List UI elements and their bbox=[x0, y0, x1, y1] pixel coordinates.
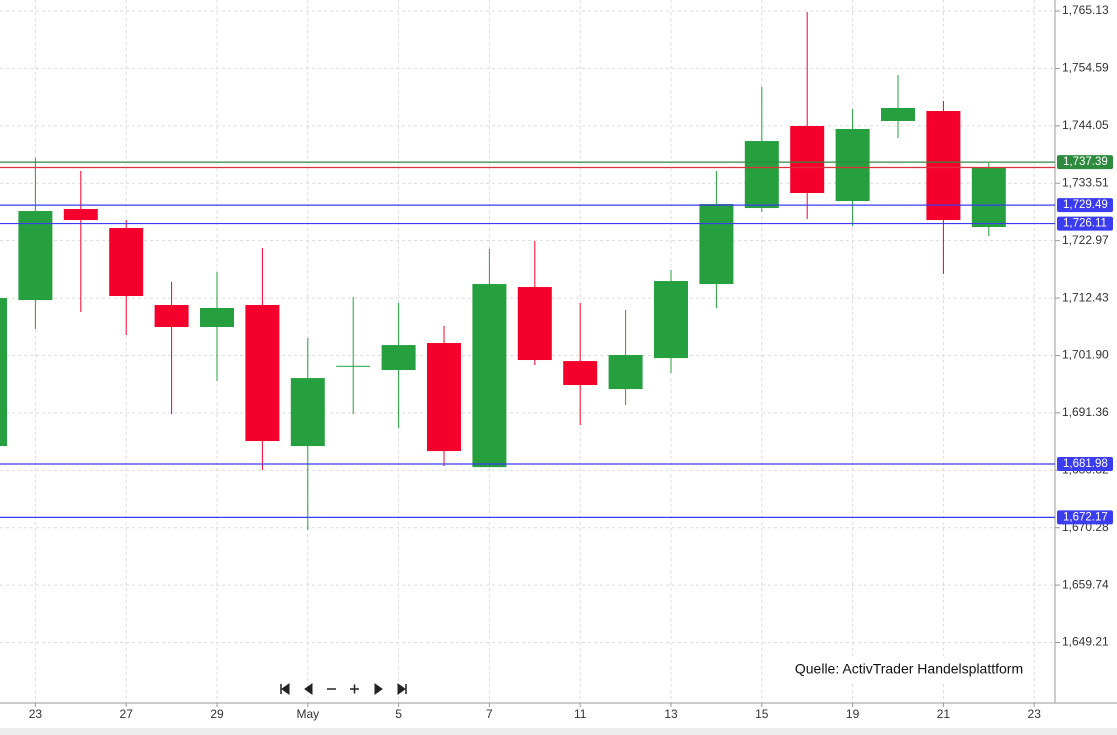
candle-body bbox=[517, 287, 552, 361]
x-tick-label: 29 bbox=[210, 707, 224, 721]
level-label: 1,672.17 bbox=[1063, 511, 1108, 523]
y-tick-label: 1,754.59 bbox=[1062, 61, 1109, 75]
level-label-box bbox=[1057, 510, 1113, 525]
y-tick-label: 1,722.97 bbox=[1062, 233, 1109, 247]
x-tick-label: 19 bbox=[846, 707, 860, 721]
candle-body bbox=[971, 168, 1006, 227]
candle-body bbox=[109, 228, 144, 297]
nav-first[interactable] bbox=[280, 683, 290, 695]
candle-body bbox=[154, 305, 189, 328]
level-label-box bbox=[1057, 216, 1113, 231]
y-tick-label: 1,733.51 bbox=[1062, 175, 1109, 189]
candle-body bbox=[790, 126, 825, 194]
candle-body bbox=[381, 345, 416, 371]
candle-body bbox=[926, 111, 961, 221]
nav-prev[interactable] bbox=[304, 683, 313, 695]
candle-body bbox=[427, 343, 461, 452]
levels: 1,737.39 1,729.49 1,726.11 1,681.98 1,672.17 bbox=[0, 155, 1113, 525]
candle bbox=[0, 298, 7, 447]
nav-last[interactable] bbox=[397, 683, 407, 695]
candle-body bbox=[245, 305, 280, 442]
candle-body bbox=[0, 298, 7, 447]
candle-body bbox=[18, 211, 53, 301]
level-label-box bbox=[1057, 198, 1113, 213]
candle bbox=[63, 170, 98, 313]
x-tick-label: 23 bbox=[29, 707, 43, 721]
candle-body bbox=[699, 204, 734, 285]
candle-body bbox=[472, 284, 507, 468]
y-tick-label: 1,765.13 bbox=[1062, 3, 1109, 17]
y-tick-label: 1,691.36 bbox=[1062, 405, 1109, 419]
plot-area bbox=[0, 11, 1006, 531]
candle bbox=[472, 249, 507, 468]
x-tick-label: 15 bbox=[755, 707, 769, 721]
level-label: 1,726.11 bbox=[1063, 218, 1107, 230]
candle bbox=[18, 158, 53, 330]
level-label: 1,737.39 bbox=[1063, 156, 1108, 168]
candle bbox=[381, 302, 416, 429]
y-tick-label: 1,659.74 bbox=[1062, 577, 1109, 591]
y-tick-label: 1,649.21 bbox=[1062, 635, 1109, 649]
candle bbox=[926, 100, 961, 275]
x-tick-label: 7 bbox=[486, 707, 493, 721]
level-label: 1,729.49 bbox=[1063, 199, 1108, 211]
level-label-box bbox=[1057, 155, 1113, 170]
x-tick-label: 5 bbox=[395, 707, 402, 721]
candle-body bbox=[290, 378, 325, 447]
x-tick-label: 21 bbox=[937, 707, 951, 721]
x-tick-label: 11 bbox=[574, 707, 587, 721]
annotation: Quelle: ActivTrader Handelsplattform bbox=[784, 656, 1030, 684]
candle bbox=[971, 163, 1006, 237]
candle bbox=[245, 248, 280, 471]
candle bbox=[200, 272, 234, 382]
candle-body bbox=[63, 209, 98, 221]
candle bbox=[654, 270, 688, 374]
candle-body bbox=[881, 108, 915, 121]
candle bbox=[699, 170, 734, 309]
annotation-box bbox=[784, 656, 1030, 684]
level-label-box bbox=[1057, 456, 1113, 471]
y-tick-label: 1,744.05 bbox=[1062, 118, 1109, 132]
candle bbox=[154, 282, 189, 415]
candle-body bbox=[654, 281, 688, 359]
candle bbox=[336, 297, 371, 415]
candle bbox=[881, 75, 915, 139]
axes: 1,649.211,659.741,670.281,680.821,691.36… bbox=[29, 3, 1109, 721]
candle bbox=[790, 11, 825, 220]
candle bbox=[290, 338, 325, 531]
nav-next[interactable] bbox=[374, 683, 383, 695]
y-tick-label: 1,701.90 bbox=[1062, 348, 1109, 362]
candle-body bbox=[563, 361, 598, 386]
candle bbox=[608, 310, 643, 406]
candle-body bbox=[200, 308, 234, 328]
y-tick-label: 1,712.43 bbox=[1062, 290, 1109, 304]
x-tick-label: 27 bbox=[120, 707, 134, 721]
candle bbox=[517, 241, 552, 366]
candle bbox=[109, 220, 144, 336]
candle bbox=[744, 86, 779, 213]
navigation bbox=[280, 683, 407, 695]
candle-body bbox=[835, 128, 870, 202]
candle-body bbox=[608, 355, 643, 390]
candle-body bbox=[336, 365, 371, 367]
annotation-text: Quelle: ActivTrader Handelsplattform bbox=[795, 661, 1023, 677]
grid bbox=[0, 0, 1055, 703]
scrollbar[interactable] bbox=[0, 728, 1117, 735]
level-label: 1,681.98 bbox=[1063, 458, 1108, 470]
candle bbox=[427, 326, 461, 467]
nav-zoom-in[interactable] bbox=[350, 684, 359, 694]
x-tick-label: 13 bbox=[664, 707, 678, 721]
candle bbox=[835, 109, 870, 227]
x-tick-label: 23 bbox=[1028, 707, 1042, 721]
candle bbox=[563, 302, 598, 426]
x-tick-label: May bbox=[296, 707, 319, 721]
candle-body bbox=[744, 141, 779, 209]
